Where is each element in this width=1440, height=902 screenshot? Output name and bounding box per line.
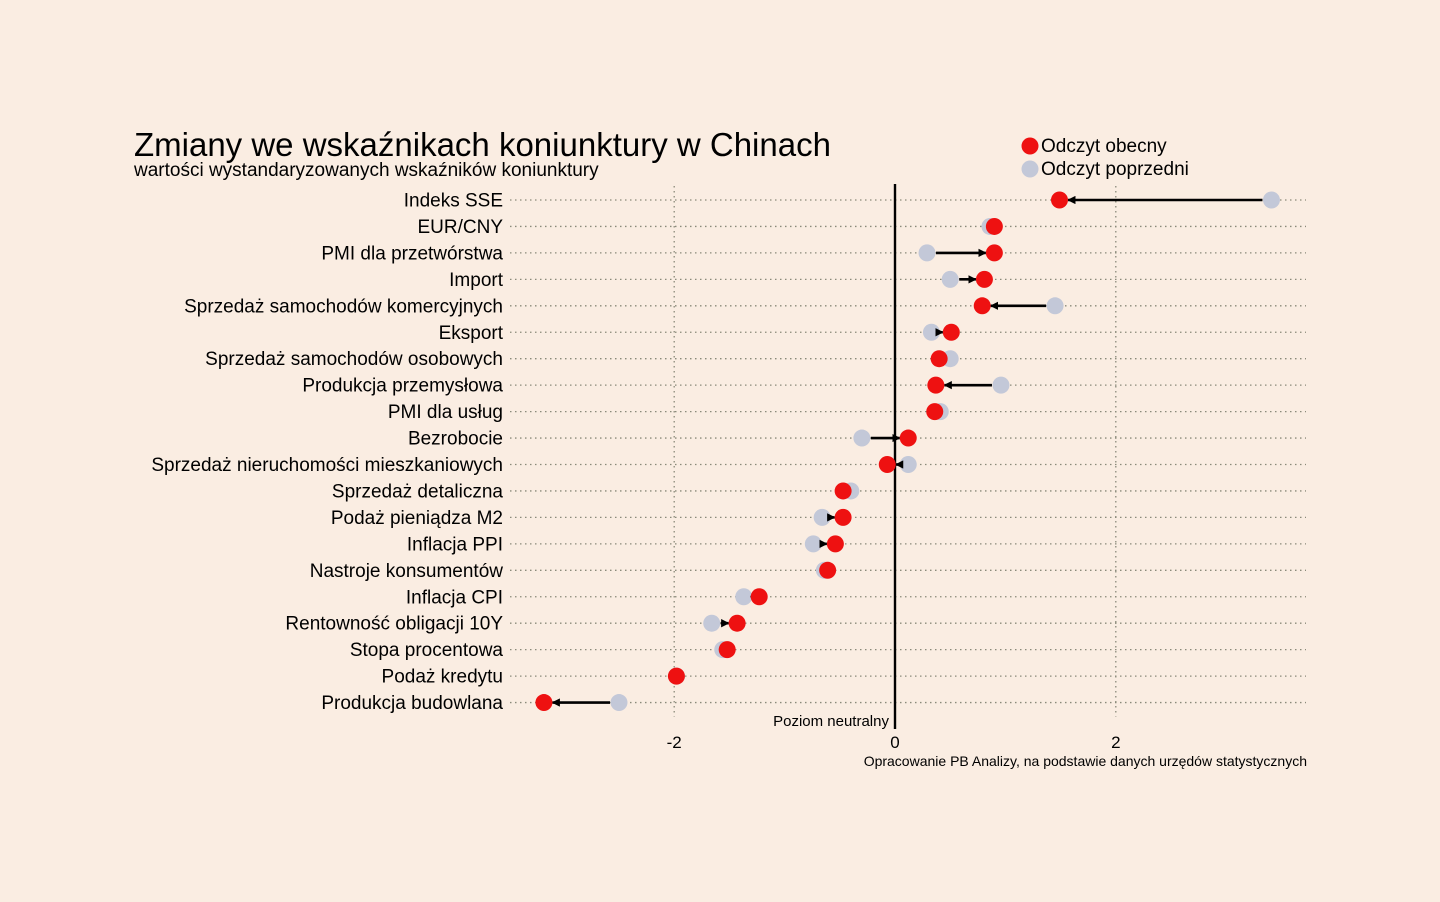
category-label: Sprzedaż nieruchomości mieszkaniowych xyxy=(151,455,503,476)
current-value-dot xyxy=(985,217,1003,235)
category-label: Podaż kredytu xyxy=(382,667,503,688)
category-label: Indeks SSE xyxy=(404,191,503,212)
chart-subtitle: wartości wystandaryzowanych wskaźników k… xyxy=(133,160,599,181)
marks-layer xyxy=(535,191,1280,712)
current-value-dot xyxy=(667,667,685,685)
current-value-dot xyxy=(535,694,553,712)
legend-current-label: Odczyt obecny xyxy=(1041,136,1167,157)
neutral-level-label: Poziom neutralny xyxy=(773,713,889,730)
x-tick-label: 2 xyxy=(1111,733,1120,752)
legend: Odczyt obecny Odczyt poprzedni xyxy=(1021,136,1189,180)
previous-value-dot xyxy=(853,429,871,447)
legend-current-marker xyxy=(1021,137,1039,155)
previous-value-dot xyxy=(918,244,936,262)
category-label: PMI dla usług xyxy=(388,402,503,423)
category-label: Sprzedaż detaliczna xyxy=(332,481,504,502)
previous-value-dot xyxy=(703,614,721,632)
category-label: Inflacja PPI xyxy=(407,534,503,555)
legend-previous-marker xyxy=(1021,160,1039,178)
previous-value-dot xyxy=(735,588,753,606)
current-value-dot xyxy=(750,588,768,606)
current-value-dot xyxy=(718,641,736,659)
previous-value-dot xyxy=(899,456,917,473)
previous-value-dot xyxy=(813,508,831,526)
legend-previous-label: Odczyt poprzedni xyxy=(1041,159,1189,180)
x-tick-label: 0 xyxy=(890,733,899,752)
current-value-dot xyxy=(826,535,844,553)
current-value-dot xyxy=(942,323,960,341)
axis-layer: -2 0 2 xyxy=(667,184,1121,752)
category-label: Nastroje konsumentów xyxy=(310,561,504,582)
current-value-dot xyxy=(985,244,1003,262)
previous-value-dot xyxy=(1262,191,1280,209)
category-label: Produkcja przemysłowa xyxy=(302,376,503,397)
category-label: Sprzedaż samochodów komercyjnych xyxy=(184,296,503,317)
x-tick-label: -2 xyxy=(667,733,682,752)
category-label: Sprzedaż samochodów osobowych xyxy=(205,349,503,370)
previous-value-dot xyxy=(804,535,822,553)
source-note: Opracowanie PB Analizy, na podstawie dan… xyxy=(864,753,1307,769)
current-value-dot xyxy=(1050,191,1068,209)
chart-title: Zmiany we wskaźnikach koniunktury w Chin… xyxy=(134,126,831,163)
grid-layer xyxy=(510,186,1306,717)
previous-value-dot xyxy=(922,323,940,341)
category-label: PMI dla przetwórstwa xyxy=(321,243,503,264)
current-value-dot xyxy=(819,561,837,579)
category-labels: Indeks SSE EUR/CNY PMI dla przetwórstwa Imp… xyxy=(151,191,503,715)
previous-value-dot xyxy=(941,270,959,288)
current-value-dot xyxy=(926,403,944,421)
category-label: Eksport xyxy=(439,323,504,344)
category-label: Stopa procentowa xyxy=(350,640,504,661)
current-value-dot xyxy=(899,429,917,447)
current-value-dot xyxy=(728,614,746,632)
category-label: Rentowność obligacji 10Y xyxy=(285,614,503,635)
category-label: Bezrobocie xyxy=(408,429,503,450)
current-value-dot xyxy=(834,482,852,500)
current-value-dot xyxy=(930,350,948,368)
category-label: EUR/CNY xyxy=(417,217,503,238)
previous-value-dot xyxy=(610,694,628,712)
category-label: Produkcja budowlana xyxy=(321,693,503,714)
current-value-dot xyxy=(878,456,896,473)
category-label: Inflacja CPI xyxy=(406,587,503,608)
current-value-dot xyxy=(927,376,945,394)
previous-value-dot xyxy=(992,376,1010,394)
current-value-dot xyxy=(834,508,852,526)
category-label: Podaż pieniądza M2 xyxy=(331,508,503,529)
category-label: Import xyxy=(449,270,504,291)
previous-value-dot xyxy=(1046,297,1064,315)
current-value-dot xyxy=(973,297,991,315)
current-value-dot xyxy=(975,270,993,288)
